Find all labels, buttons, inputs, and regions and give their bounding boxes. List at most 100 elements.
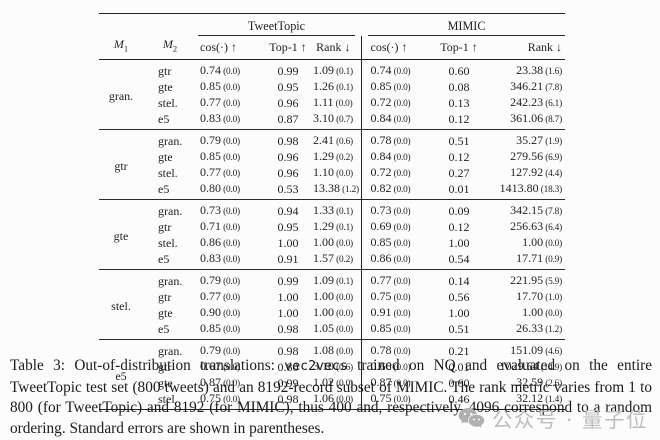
std-error: (0.0) — [334, 378, 353, 389]
metric-value: 0.54 — [448, 251, 470, 266]
metric-value: 0.98 — [277, 133, 299, 148]
caption-code-text: vec2vecs — [284, 359, 348, 374]
metric-value-cell: 1.06 (0.0) — [313, 391, 361, 410]
metric-value: 1.09 — [313, 272, 334, 287]
metric-value-cell: 0.96 — [263, 149, 313, 165]
table-row: gte gran. 0.73 (0.0) 0.94 1.33 (0.1) 0.73 (0.… — [99, 199, 566, 270]
std-error: (0.0) — [221, 292, 240, 303]
metric-value: 221.95 — [510, 272, 544, 287]
metric-value-cell: 0.72 (0.0) — [360, 164, 436, 181]
std-error: (0.0) — [391, 206, 411, 217]
std-error: (0.0) — [334, 324, 353, 335]
metric-value: 279.56 — [510, 148, 544, 163]
metric-value-cell: 342.15 (7.8) — [483, 199, 566, 219]
metric-value-cell: 0.73 (0.0) — [360, 199, 436, 219]
metric-value: 0.60 — [448, 63, 470, 78]
metric-value: 17.71 — [516, 250, 544, 265]
metric-value: 0.85 — [370, 78, 392, 93]
metric-value-cell: 0.09 — [435, 199, 484, 219]
metric-value: 3.10 — [313, 110, 334, 125]
metric-value: 0.99 — [277, 273, 299, 288]
std-error: (0.0) — [334, 308, 353, 319]
metric-value-cell: 0.77 (0.0) — [197, 289, 263, 305]
metric-value-cell: 1413.80 (18.3) — [483, 181, 565, 200]
metric-value-cell: 35.27 (1.9) — [483, 129, 566, 149]
group-header-spacer — [99, 14, 197, 37]
metric-value: 0.95 — [277, 219, 299, 234]
table-row: gtr 0.67 (0.0) 0.80 3.10 (0.6) 0.66 (0.0) 0.0… — [99, 358, 565, 375]
metric-value-cell: 0.77 (0.0) — [197, 95, 263, 111]
metric-value: 0.84 — [370, 110, 392, 125]
metric-value-cell: 1.09 (0.1) — [313, 60, 361, 79]
metric-value: 0.94 — [277, 203, 299, 218]
std-error: (0.0) — [391, 276, 411, 287]
metric-value: 0.12 — [448, 149, 470, 164]
table-row: e5 0.80 (0.0) 0.53 13.38 (1.2) 0.82 (0.0) 0.0… — [99, 180, 565, 200]
std-error: (0.2) — [334, 152, 353, 163]
std-error: (5.9) — [543, 276, 563, 287]
metric-value: 1.09 — [313, 62, 334, 77]
metric-value-cell: 32.59 (2.6) — [483, 375, 565, 391]
metric-value: 17.70 — [516, 288, 544, 303]
metric-value: 0.80 — [200, 180, 221, 195]
metric-value-cell: 0.99 — [263, 375, 313, 391]
metric-value-cell: 0.12 — [435, 219, 483, 235]
metric-value: 0.12 — [448, 111, 470, 126]
metric-value-cell: 0.85 (0.0) — [360, 78, 436, 95]
std-error: (8.7) — [543, 114, 563, 125]
group-header-row: TweetTopic MIMIC — [99, 14, 566, 37]
std-error: (0.0) — [543, 238, 563, 249]
std-error: (0.0) — [391, 152, 411, 163]
metric-value-cell: 0.79 (0.0) — [197, 269, 263, 289]
std-error: (0.0) — [391, 308, 411, 319]
table-row: stel. 0.86 (0.0) 1.00 1.00 (0.0) 0.85 (0.0) 1… — [99, 234, 565, 251]
std-error: (6.4) — [543, 222, 563, 233]
metric-value: 0.86 — [200, 234, 221, 249]
std-error: (0.0) — [334, 238, 353, 249]
std-error: (0.0) — [391, 324, 411, 335]
metric-value-cell: 0.46 — [435, 391, 483, 410]
std-error: (0.0) — [221, 238, 240, 249]
metric-value: 2.41 — [313, 132, 334, 147]
table-row: stel. gran. 0.79 (0.0) 0.99 1.09 (0.1) 0.77 (… — [99, 269, 566, 340]
table-row: e5 0.83 (0.0) 0.91 1.57 (0.2) 0.86 (0.0) 0.54… — [99, 250, 565, 270]
col-header-cos-tweettopic: cos(·) ↑ — [197, 36, 263, 60]
metric-value-cell: 0.78 (0.0) — [360, 129, 436, 149]
std-error: (7.8) — [543, 206, 563, 217]
std-error: (1.6) — [543, 66, 563, 77]
metric-value-cell: 0.80 (0.0) — [197, 181, 263, 200]
metric-value: 0.87 — [200, 374, 221, 389]
metric-value-cell: 0.85 (0.0) — [197, 321, 263, 340]
std-error: (0.0) — [391, 346, 411, 357]
metric-value-cell: 0.01 — [435, 181, 483, 200]
std-error: (0.1) — [334, 206, 353, 217]
metric-value: 1413.80 — [499, 180, 539, 195]
metric-value-cell: 242.23 (6.1) — [483, 95, 565, 111]
metric-value: 0.91 — [370, 304, 392, 319]
metric-value-cell: 0.08 — [435, 79, 483, 95]
std-error: (0.1) — [334, 222, 353, 233]
metric-value-cell: 1.00 — [435, 305, 483, 321]
metric-value-cell: 0.54 — [435, 251, 483, 270]
results-table-body: gran. gtr 0.74 (0.0) 0.99 1.09 (0.1) 0.74 (0.… — [99, 59, 566, 410]
metric-value-cell: 1.26 (0.1) — [313, 79, 361, 95]
metric-value: 1.00 — [277, 289, 299, 304]
metric-value: 0.67 — [200, 358, 221, 373]
col-header-rank-mimic: Rank ↓ — [483, 36, 566, 60]
metric-value-cell: 151.09 (4.6) — [483, 339, 566, 359]
m2-label: gte — [158, 305, 173, 320]
std-error: (0.0) — [391, 184, 411, 195]
caption-text: trained on NQ and evaluated on the entir… — [10, 357, 652, 437]
metric-value: 0.01 — [448, 181, 470, 196]
metric-value: 256.63 — [510, 218, 544, 233]
group-header-mimic: MIMIC — [361, 14, 566, 36]
group-label-tweettopic: TweetTopic — [247, 19, 306, 33]
std-error: (1.4) — [543, 394, 563, 405]
metric-value-cell: 0.75 (0.0) — [360, 390, 436, 410]
m2-label: gran. — [143, 199, 197, 219]
metric-value-cell: 17.71 (0.9) — [483, 251, 565, 270]
metric-value-cell: 256.63 (6.4) — [483, 219, 565, 235]
m2-label: gte — [158, 375, 173, 390]
metric-value-cell: 1.00 — [435, 235, 483, 251]
metric-value: 151.09 — [510, 342, 544, 357]
